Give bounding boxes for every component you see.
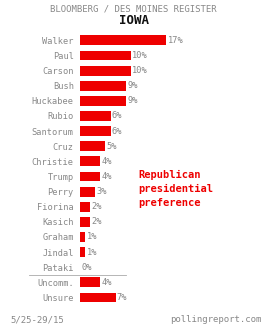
Bar <box>80 247 85 257</box>
Text: 1%: 1% <box>87 248 97 256</box>
Bar <box>80 156 100 166</box>
Text: 2%: 2% <box>92 202 102 211</box>
Text: IOWA: IOWA <box>119 14 148 27</box>
Bar <box>80 293 116 302</box>
Text: 1%: 1% <box>87 233 97 241</box>
Text: 5/25-29/15: 5/25-29/15 <box>11 315 64 324</box>
Text: 9%: 9% <box>127 81 138 90</box>
Bar <box>80 172 100 181</box>
Text: Republican
presidential
preference: Republican presidential preference <box>139 170 213 208</box>
Bar <box>80 51 131 60</box>
Text: 10%: 10% <box>132 51 148 60</box>
Bar <box>80 126 111 136</box>
Bar <box>80 81 126 91</box>
Text: 4%: 4% <box>102 157 112 166</box>
Bar <box>80 202 90 212</box>
Text: 2%: 2% <box>92 217 102 226</box>
Bar <box>80 277 100 287</box>
Text: 0%: 0% <box>81 263 92 272</box>
Bar <box>80 66 131 75</box>
Bar <box>80 111 111 121</box>
Text: 6%: 6% <box>112 112 122 120</box>
Text: pollingreport.com: pollingreport.com <box>170 315 262 324</box>
Bar <box>80 96 126 106</box>
Text: 4%: 4% <box>102 278 112 287</box>
Text: 7%: 7% <box>117 293 127 302</box>
Bar <box>80 187 95 196</box>
Text: 4%: 4% <box>102 172 112 181</box>
Bar <box>80 232 85 242</box>
Text: 10%: 10% <box>132 66 148 75</box>
Text: 3%: 3% <box>97 187 107 196</box>
Bar <box>80 217 90 227</box>
Text: 9%: 9% <box>127 96 138 105</box>
Text: BLOOMBERG / DES MOINES REGISTER: BLOOMBERG / DES MOINES REGISTER <box>50 5 217 14</box>
Text: 5%: 5% <box>107 142 117 151</box>
Text: 17%: 17% <box>168 36 183 45</box>
Bar <box>80 35 166 45</box>
Bar <box>80 141 105 151</box>
Text: 6%: 6% <box>112 127 122 135</box>
